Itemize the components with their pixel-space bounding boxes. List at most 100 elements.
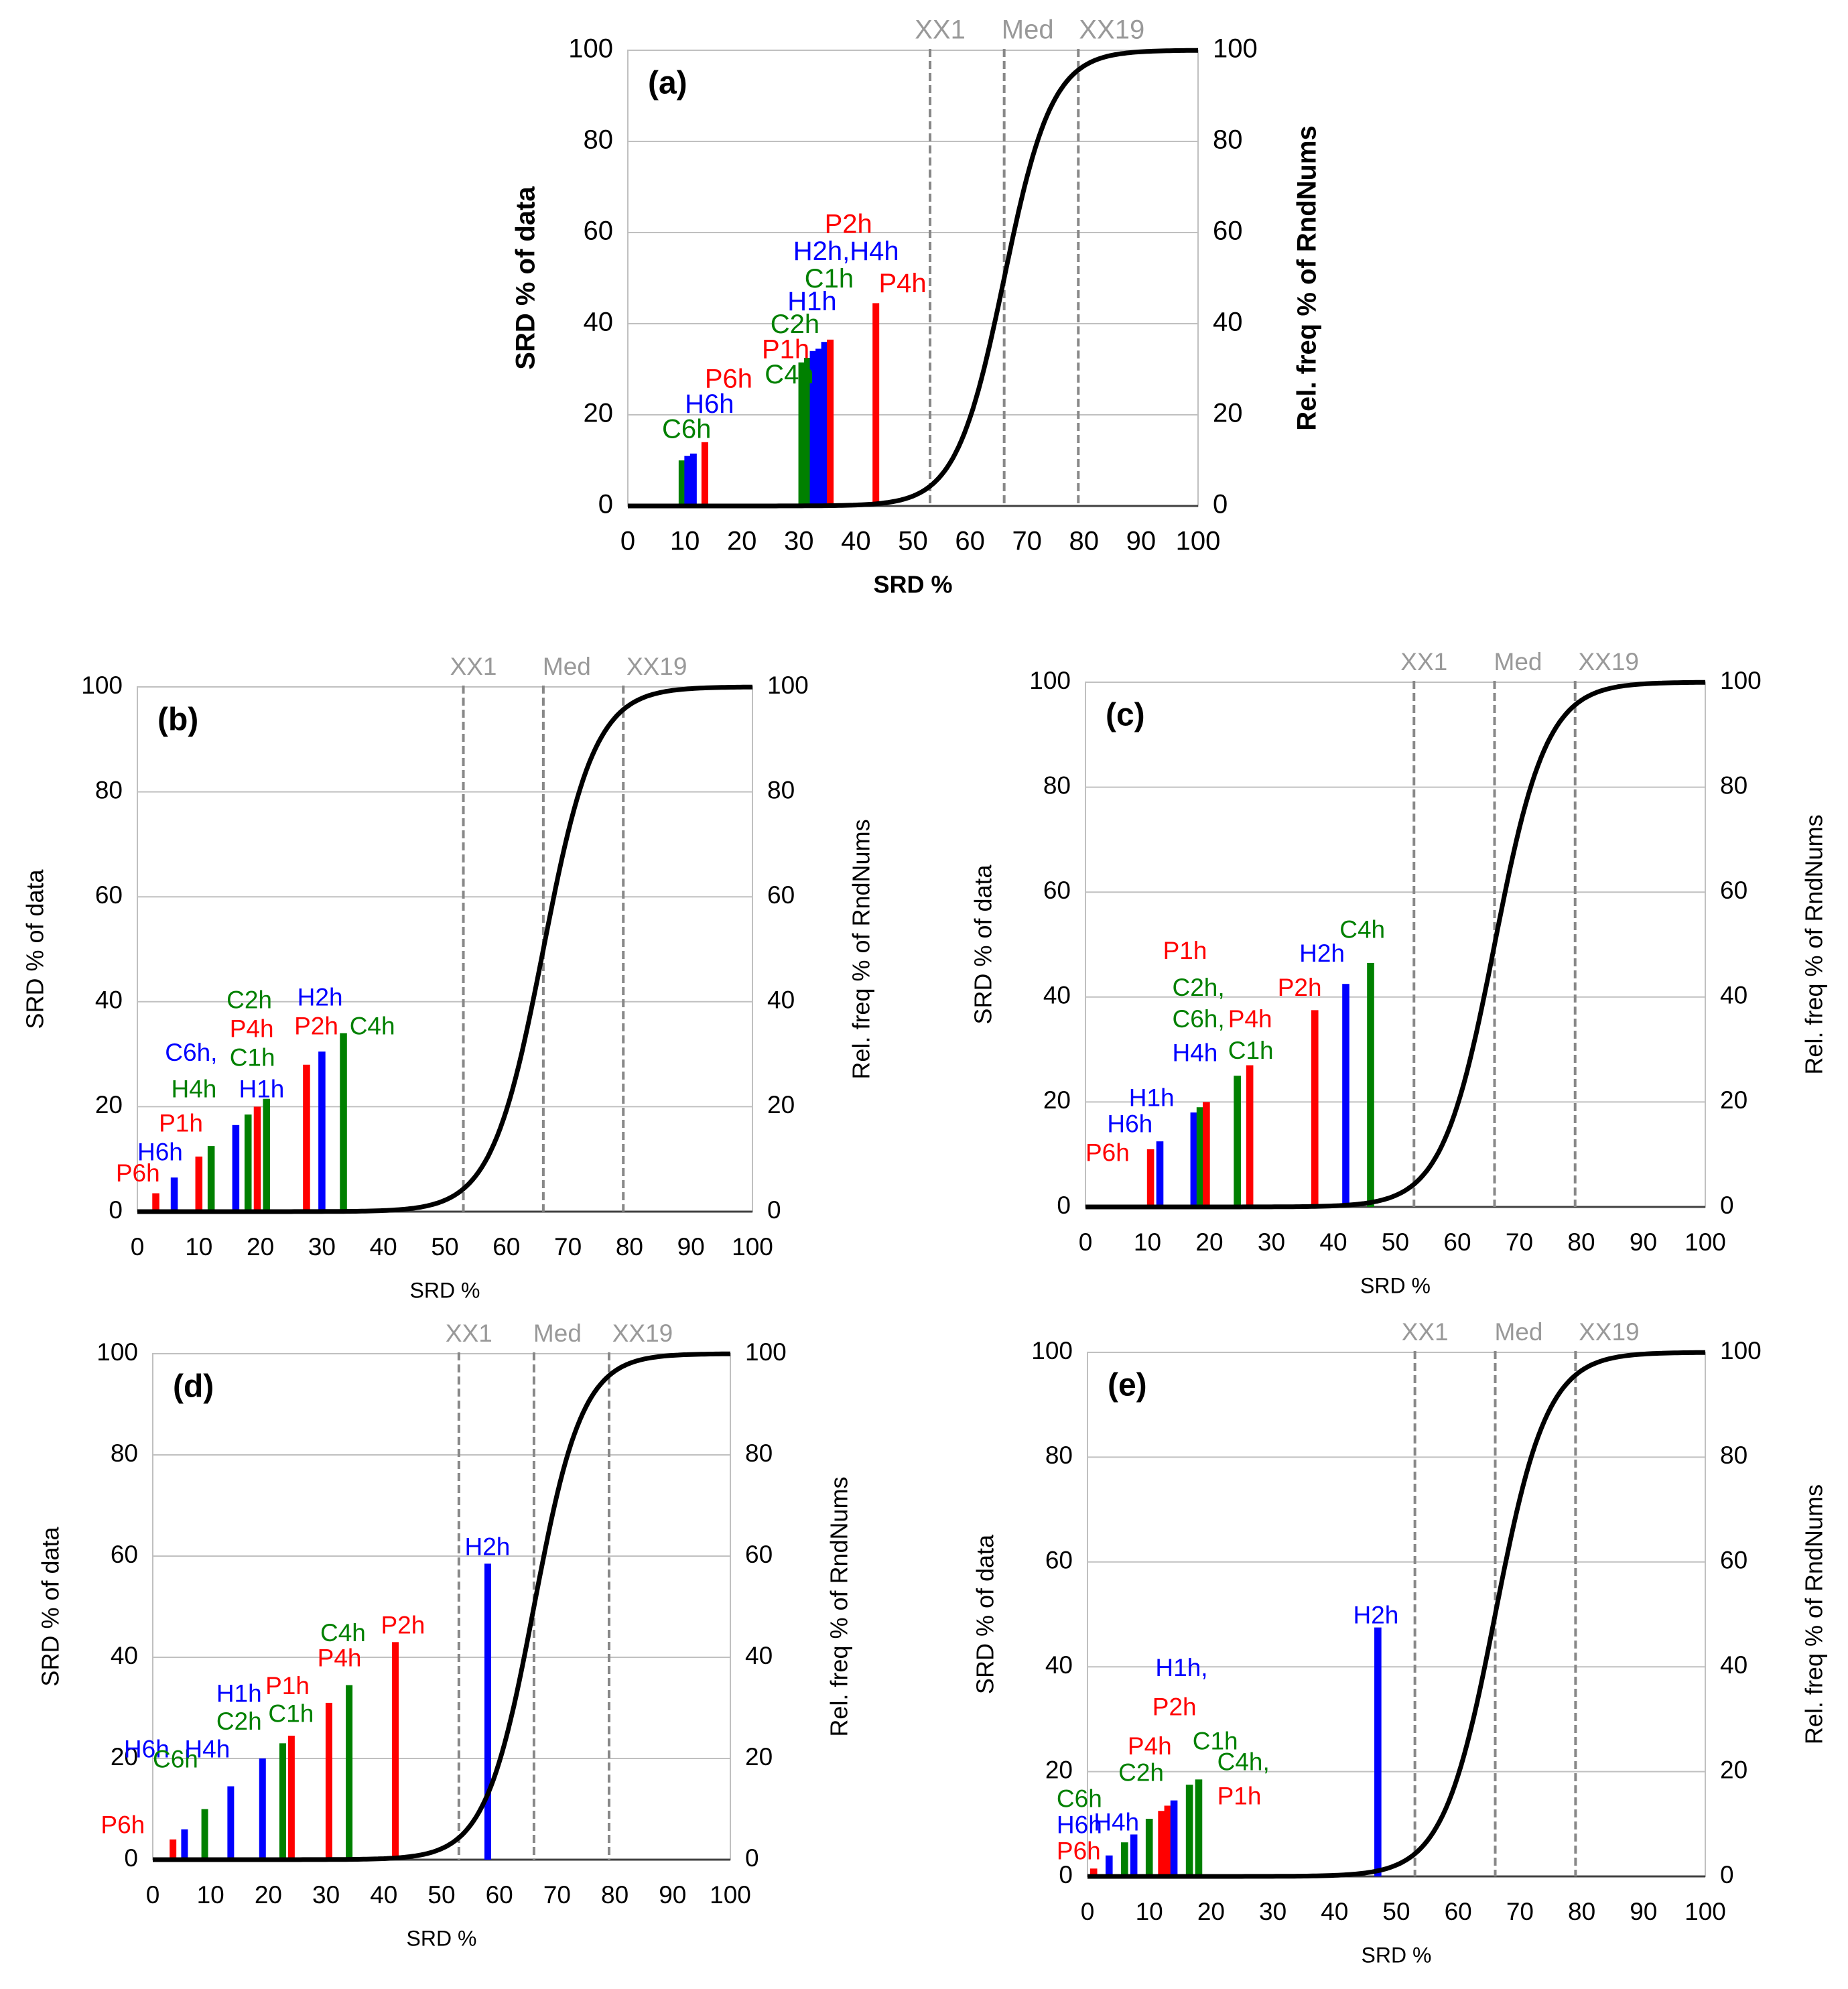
panel-c: XX1 Med XX19 0 20 40 60 80 100 0 20 40 60 80 100 0 10 20 3… xyxy=(970,648,1828,1298)
bar-e-4 xyxy=(1145,1818,1153,1876)
bar-label-c6h: C6h xyxy=(662,414,711,444)
y-tick-label: 40 xyxy=(1045,1651,1073,1679)
y-tick-label: 80 xyxy=(1043,771,1071,799)
reference-label-xx1: XX1 xyxy=(1402,1318,1449,1346)
y2-tick-label: 100 xyxy=(767,671,809,699)
bar-label-p6h: P6h xyxy=(1085,1139,1130,1166)
bar-d-3 xyxy=(227,1786,235,1860)
x-tick-label: 80 xyxy=(1568,1898,1595,1925)
x-tick-label: 100 xyxy=(710,1881,751,1909)
reference-label-xx1: XX1 xyxy=(915,15,966,45)
bar-b-3 xyxy=(207,1146,215,1212)
bar-label-c4h: C4h, xyxy=(1217,1748,1270,1776)
cumulative-curve xyxy=(153,1351,731,1862)
x-axis-title: SRD % xyxy=(1360,1273,1431,1297)
x-tick-label: 60 xyxy=(1443,1228,1471,1256)
x-tick-label: 80 xyxy=(1069,527,1100,556)
bar-label-c6h: C6h xyxy=(1057,1785,1102,1812)
y2-tick-label: 60 xyxy=(1720,1547,1747,1574)
bar-label-h6h: H6h xyxy=(1107,1110,1152,1137)
x-tick-label: 90 xyxy=(1630,1898,1657,1925)
plot-frame xyxy=(152,1353,731,1860)
y2-axis-title: Rel. freq % of RndNums xyxy=(826,1476,853,1736)
y-tick-label: 80 xyxy=(111,1439,138,1467)
bar-c-7 xyxy=(1311,1010,1319,1207)
bar-d-7 xyxy=(325,1702,332,1860)
bar-label-c1h: C1h xyxy=(230,1044,275,1072)
y2-axis-title: Rel. freq % of RndNums xyxy=(848,819,875,1079)
cumulative-curve xyxy=(1085,680,1706,1210)
bar-c-9 xyxy=(1367,962,1374,1207)
x-tick-label: 10 xyxy=(670,527,700,556)
bar-label-p1h: P1h xyxy=(762,334,809,364)
x-tick-label: 30 xyxy=(1258,1228,1285,1256)
y2-tick-label: 0 xyxy=(1720,1861,1734,1888)
y-tick-label: 100 xyxy=(1031,1337,1073,1364)
y2-tick-label: 60 xyxy=(745,1541,773,1568)
x-tick-label: 0 xyxy=(1081,1898,1095,1925)
bar-d-4 xyxy=(259,1758,266,1860)
x-axis-title: SRD % xyxy=(410,1278,480,1302)
bar-d-6 xyxy=(287,1736,295,1860)
bar-label-p1h: P1h xyxy=(159,1110,203,1137)
x-tick-label: 70 xyxy=(554,1233,582,1261)
y-tick-label: 80 xyxy=(1045,1441,1073,1469)
y-tick-label: 80 xyxy=(95,776,123,804)
reference-label-med: Med xyxy=(533,1320,582,1347)
y-tick-label: 0 xyxy=(109,1196,123,1224)
y-tick-label: 20 xyxy=(1043,1086,1071,1114)
cumulative-curve xyxy=(1087,1350,1706,1879)
bar-label-p2h: P2h xyxy=(381,1611,425,1639)
bar-label-h2h: H2h xyxy=(464,1533,510,1560)
x-tick-label: 10 xyxy=(1134,1228,1161,1256)
bar-label-h4h: H4h xyxy=(1094,1809,1139,1836)
bar-e-10 xyxy=(1374,1627,1382,1876)
bar-label-c6h: C6h, xyxy=(1173,1005,1225,1033)
bar-label-h1h: H1h xyxy=(216,1679,262,1707)
x-tick-label: 0 xyxy=(620,527,635,556)
x-tick-label: 30 xyxy=(312,1881,340,1909)
x-tick-label: 40 xyxy=(370,1233,397,1261)
bar-label-c1h: C1h xyxy=(1228,1037,1274,1064)
bar-label-p2h: P2h xyxy=(825,209,872,239)
cumulative-curve xyxy=(137,684,753,1214)
bar-label-h2h: H2h xyxy=(1299,940,1345,967)
bar-e-6 xyxy=(1164,1805,1172,1876)
reference-label-xx19: XX19 xyxy=(1079,15,1144,45)
bar-label-p6h: P6h xyxy=(705,365,752,394)
y2-axis-title: Rel. freq % of RndNums xyxy=(1293,125,1322,431)
bar-label-h4h: H4h xyxy=(184,1735,230,1762)
bar-d-2 xyxy=(201,1809,208,1860)
bar-label-h4h: H4h xyxy=(1173,1039,1218,1067)
reference-label-med: Med xyxy=(1002,15,1054,45)
cumulative-curve xyxy=(628,48,1198,509)
x-tick-label: 40 xyxy=(1321,1898,1348,1925)
y2-tick-label: 80 xyxy=(767,776,795,804)
y-tick-label: 60 xyxy=(584,216,614,246)
y2-tick-label: 100 xyxy=(1720,667,1762,694)
bar-d-9 xyxy=(392,1642,399,1860)
bar-b-7 xyxy=(263,1098,271,1212)
bar-label-c4h: C4h xyxy=(320,1619,366,1647)
reference-label-xx1: XX1 xyxy=(446,1320,492,1347)
x-tick-label: 100 xyxy=(732,1233,773,1261)
reference-label-xx1: XX1 xyxy=(1400,648,1447,676)
bar-label-p6h: P6h xyxy=(116,1159,160,1187)
bar-c-3 xyxy=(1196,1107,1204,1207)
panel-e: XX1 Med XX19 0 20 40 60 80 100 0 20 40 60 80 100 0 10 20 3… xyxy=(972,1318,1828,1968)
bar-c-8 xyxy=(1342,984,1349,1207)
y2-tick-label: 100 xyxy=(745,1338,787,1366)
x-tick-label: 60 xyxy=(492,1233,520,1261)
y2-tick-label: 80 xyxy=(1720,1441,1747,1469)
bar-c-2 xyxy=(1190,1112,1198,1207)
y2-axis-title: Rel. freq % of RndNums xyxy=(1800,1484,1828,1744)
y2-tick-label: 20 xyxy=(1213,399,1243,428)
bar-a-5 xyxy=(804,358,811,506)
x-tick-label: 80 xyxy=(601,1881,629,1909)
bar-a-3 xyxy=(701,442,708,506)
bar-label-c1h: C1h xyxy=(268,1700,314,1728)
y-tick-label: 0 xyxy=(1059,1861,1073,1888)
bar-a-2 xyxy=(689,453,697,506)
panel-label: (b) xyxy=(157,702,198,738)
panel-a: XX1 Med XX19 0 20 40 60 80 100 0 20 40 60 80 100 0 10 20 3… xyxy=(511,15,1322,598)
